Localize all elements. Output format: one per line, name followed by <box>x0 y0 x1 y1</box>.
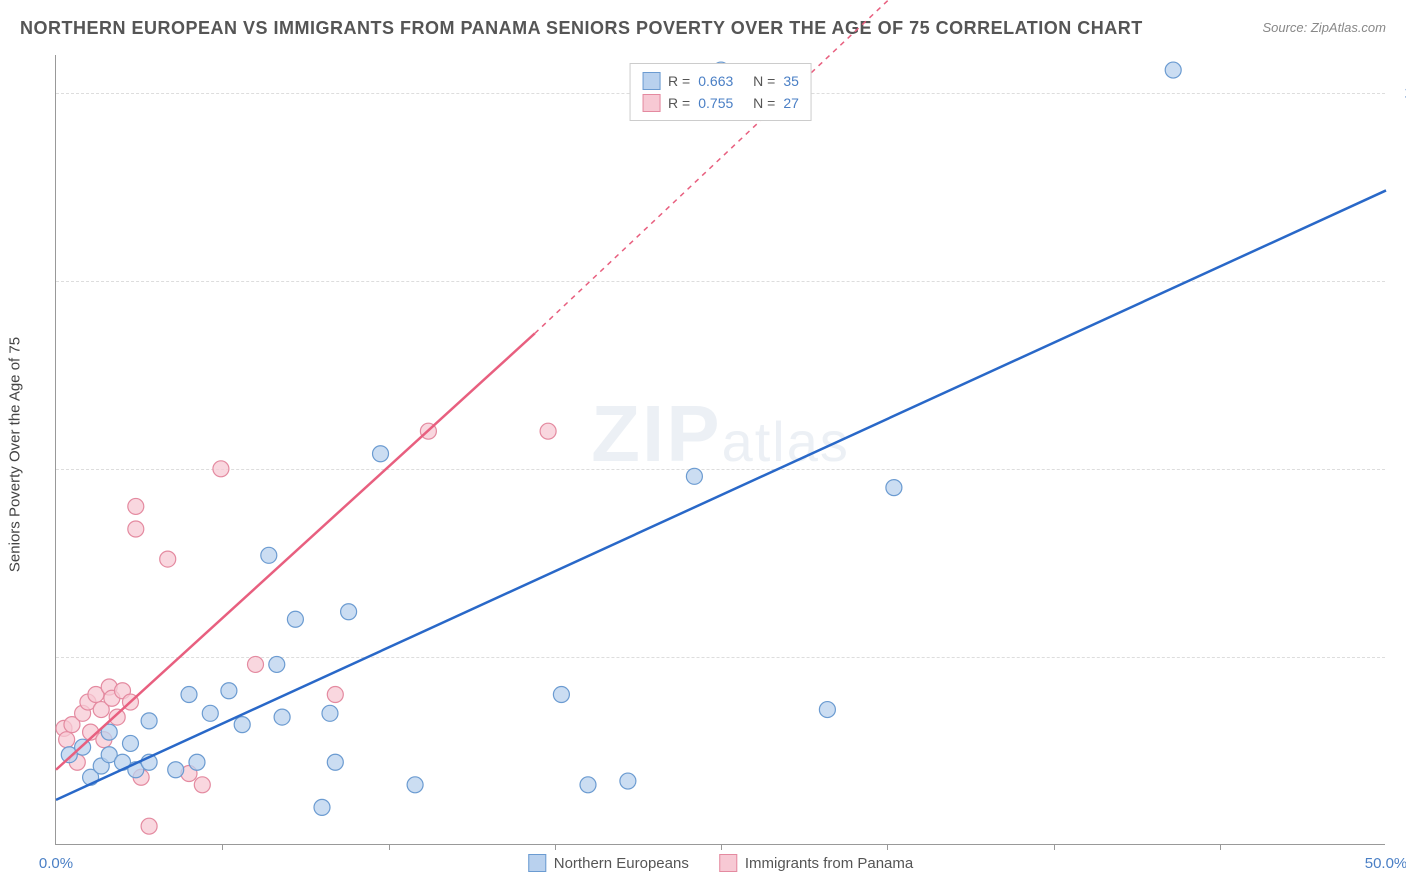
legend-swatch-blue <box>642 72 660 90</box>
data-point <box>109 709 125 725</box>
data-point <box>322 705 338 721</box>
y-axis-label: Seniors Poverty Over the Age of 75 <box>7 337 24 572</box>
data-point <box>686 468 702 484</box>
data-point <box>141 713 157 729</box>
x-tick <box>222 844 223 850</box>
data-point <box>168 762 184 778</box>
data-point <box>202 705 218 721</box>
data-point <box>248 656 264 672</box>
x-tick-label: 50.0% <box>1365 855 1406 872</box>
trend-line <box>56 333 535 769</box>
series-legend: Northern Europeans Immigrants from Panam… <box>528 854 913 872</box>
data-point <box>128 521 144 537</box>
x-tick <box>721 844 722 850</box>
data-point <box>122 735 138 751</box>
data-point <box>181 687 197 703</box>
data-point <box>274 709 290 725</box>
x-tick <box>887 844 888 850</box>
data-point <box>160 551 176 567</box>
x-tick <box>1054 844 1055 850</box>
source-attribution: Source: ZipAtlas.com <box>1262 20 1386 35</box>
data-point <box>128 498 144 514</box>
legend-item-pink: Immigrants from Panama <box>719 854 913 872</box>
legend-swatch-pink <box>642 94 660 112</box>
data-point <box>1165 62 1181 78</box>
data-point <box>314 799 330 815</box>
x-tick <box>1220 844 1221 850</box>
legend-swatch-blue-icon <box>528 854 546 872</box>
correlation-legend: R = 0.663 N = 35 R = 0.755 N = 27 <box>629 63 812 121</box>
data-point <box>407 777 423 793</box>
data-point <box>580 777 596 793</box>
trend-line-extrapolated <box>535 0 934 333</box>
y-tick-label: 100.0% <box>1395 84 1406 101</box>
data-point <box>269 656 285 672</box>
data-point <box>59 732 75 748</box>
legend-row-pink: R = 0.755 N = 27 <box>642 92 799 114</box>
data-point <box>221 683 237 699</box>
x-tick-label: 0.0% <box>39 855 73 872</box>
data-point <box>327 754 343 770</box>
y-tick-label: 25.0% <box>1395 648 1406 665</box>
data-point <box>553 687 569 703</box>
x-tick <box>389 844 390 850</box>
plot-svg <box>56 55 1385 844</box>
x-tick <box>555 844 556 850</box>
data-point <box>234 717 250 733</box>
data-point <box>373 446 389 462</box>
data-point <box>620 773 636 789</box>
data-point <box>261 547 277 563</box>
data-point <box>540 423 556 439</box>
legend-row-blue: R = 0.663 N = 35 <box>642 70 799 92</box>
data-point <box>194 777 210 793</box>
data-point <box>141 818 157 834</box>
chart-title: NORTHERN EUROPEAN VS IMMIGRANTS FROM PAN… <box>20 18 1386 39</box>
data-point <box>189 754 205 770</box>
legend-swatch-pink-icon <box>719 854 737 872</box>
y-tick-label: 50.0% <box>1395 460 1406 477</box>
y-tick-label: 75.0% <box>1395 272 1406 289</box>
trend-line <box>56 190 1386 799</box>
legend-item-blue: Northern Europeans <box>528 854 689 872</box>
data-point <box>287 611 303 627</box>
data-point <box>327 687 343 703</box>
data-point <box>341 604 357 620</box>
data-point <box>886 480 902 496</box>
scatter-chart: ZIPatlas 25.0%50.0%75.0%100.0% 0.0%50.0%… <box>55 55 1385 845</box>
data-point <box>819 702 835 718</box>
data-point <box>213 461 229 477</box>
